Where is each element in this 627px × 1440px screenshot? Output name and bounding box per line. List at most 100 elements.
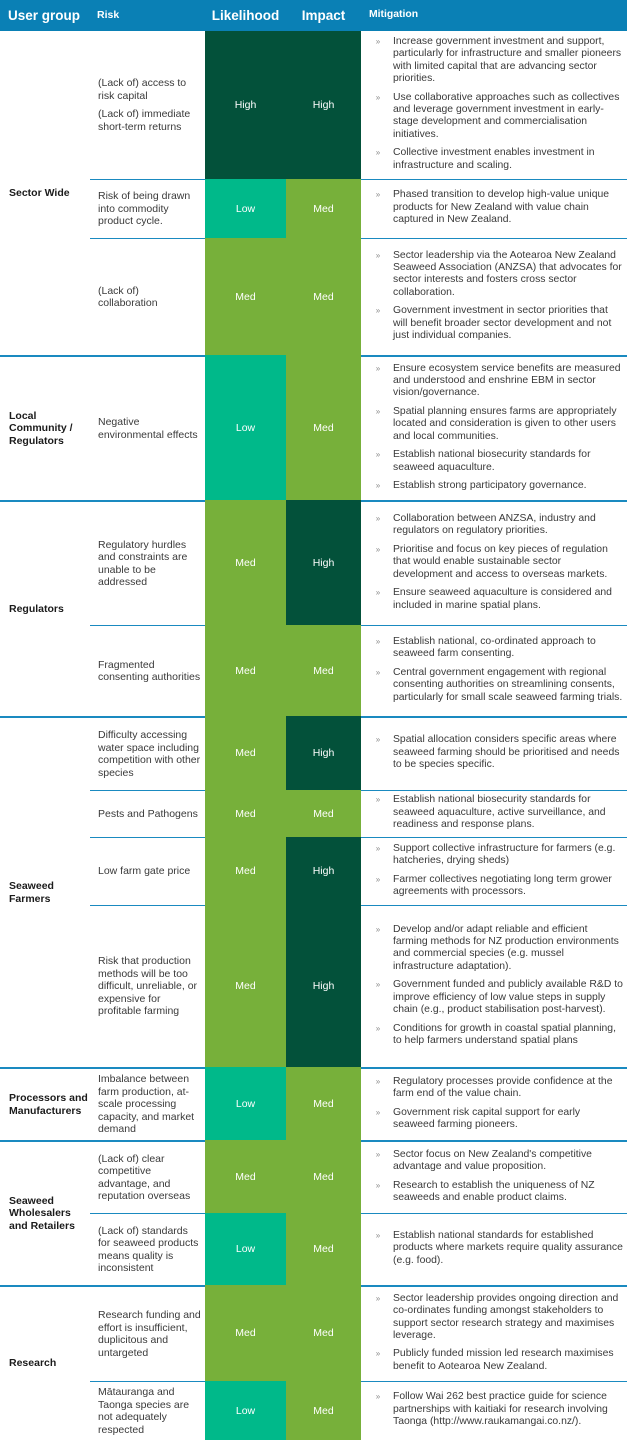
bullet-chevron-icon: » (375, 450, 381, 460)
bullet-chevron-icon: » (375, 1149, 381, 1159)
impact-cell: High (286, 31, 361, 179)
risk-text: Research funding and effort is insuffici… (98, 1309, 201, 1359)
table-row: Risk that production methods will be too… (90, 905, 627, 1067)
risk-cell: Research funding and effort is insuffici… (90, 1285, 205, 1381)
user-group-section: Seaweed Wholesalers and Retailers (Lack o… (0, 1140, 627, 1285)
impact-cell: Med (286, 790, 361, 837)
mitigation-text: Regulatory processes provide confidence … (393, 1075, 613, 1100)
table-row: (Lack of) standards for seaweed products… (90, 1213, 627, 1285)
risk-cell: Risk of being drawn into commodity produ… (90, 179, 205, 238)
mitigation-item: » Sector leadership provides ongoing dire… (361, 1293, 623, 1343)
mitigation-text: Government risk capital support for earl… (393, 1106, 581, 1130)
mitigation-text: Conditions for growth in coastal spatial… (393, 1022, 616, 1046)
mitigation-cell: » Regulatory processes provide confidence… (361, 1067, 627, 1140)
likelihood-cell: Low (205, 1381, 286, 1440)
bullet-chevron-icon: » (375, 92, 381, 102)
bullet-chevron-icon: » (375, 1023, 381, 1033)
likelihood-cell: Med (205, 905, 286, 1067)
mitigation-text: Follow Wai 262 best practice guide for s… (393, 1391, 608, 1428)
mitigation-cell: » Establish national, co-ordinated approa… (361, 625, 627, 716)
risk-table-body: Sector Wide (Lack of) access to risk capi… (0, 31, 627, 1440)
risk-cell: Regulatory hurdles and constraints are u… (90, 500, 205, 625)
impact-cell: Med (286, 1067, 361, 1140)
mitigation-text: Sector focus on New Zealand's competitiv… (393, 1148, 592, 1173)
bullet-chevron-icon: » (375, 480, 381, 490)
bullet-chevron-icon: » (375, 980, 381, 990)
risk-cell: (Lack of) clear competitive advantage, a… (90, 1140, 205, 1213)
user-group-section: Seaweed Farmers Difficulty accessing wate… (0, 716, 627, 1067)
user-group-section: Local Community / Regulators Negative env… (0, 355, 627, 500)
risk-cell: Negative environmental effects (90, 355, 205, 500)
mitigation-cell: » Sector leadership via the Aotearoa New … (361, 238, 627, 355)
table-row: Pests and Pathogens Med Med » Establish nati… (90, 790, 627, 837)
likelihood-cell: Low (205, 355, 286, 500)
user-group-label: Seaweed Wholesalers and Retailers (0, 1140, 90, 1285)
mitigation-item: » Increase government investment and supp… (361, 36, 623, 86)
bullet-chevron-icon: » (375, 1076, 381, 1086)
mitigation-item: » Spatial allocation considers specific a… (361, 734, 623, 771)
mitigation-cell: » Increase government investment and supp… (361, 31, 627, 179)
mitigation-item: » Government investment in sector priorit… (361, 305, 623, 342)
table-header: User group Risk Likelihood Impact Mitiga… (0, 0, 627, 31)
likelihood-cell: Med (205, 1140, 286, 1213)
header-likelihood: Likelihood (211, 8, 280, 23)
likelihood-cell: Med (205, 1285, 286, 1381)
risk-cell: Risk that production methods will be too… (90, 905, 205, 1067)
likelihood-cell: Low (205, 179, 286, 238)
impact-cell: Med (286, 1140, 361, 1213)
bullet-chevron-icon: » (375, 1293, 381, 1303)
bullet-chevron-icon: » (375, 514, 381, 524)
user-group-label: Regulators (0, 500, 90, 716)
mitigation-text: Government investment in sector prioriti… (393, 305, 612, 342)
mitigation-cell: » Establish national biosecurity standard… (361, 790, 627, 837)
mitigation-cell: » Phased transition to develop high-value… (361, 179, 627, 238)
mitigation-text: Collective investment enables investment… (393, 147, 595, 171)
likelihood-cell: Med (205, 790, 286, 837)
mitigation-text: Ensure seaweed aquaculture is considered… (393, 587, 612, 611)
mitigation-item: » Establish national standards for establ… (361, 1230, 623, 1267)
mitigation-text: Sector leadership provides ongoing direc… (393, 1292, 619, 1341)
risk-text: (Lack of) immediate short-term returns (98, 108, 191, 133)
mitigation-cell: » Sector leadership provides ongoing dire… (361, 1285, 627, 1381)
risk-text: (Lack of) access to risk capital (98, 77, 187, 102)
impact-cell: Med (286, 1285, 361, 1381)
table-row: (Lack of) collaboration Med Med » Sector lea… (90, 238, 627, 355)
header-mitigation: Mitigation (369, 9, 419, 21)
mitigation-text: Sector leadership via the Aotearoa New Z… (393, 249, 622, 298)
mitigation-item: » Phased transition to develop high-value… (361, 189, 623, 226)
likelihood-cell: Med (205, 238, 286, 355)
mitigation-text: Collaboration between ANZSA, industry an… (393, 513, 596, 537)
mitigation-item: » Develop and/or adapt reliable and effic… (361, 924, 623, 974)
mitigation-text: Establish national biosecurity standards… (393, 794, 606, 831)
risk-cell: Low farm gate price (90, 837, 205, 905)
likelihood-cell: Low (205, 1213, 286, 1285)
mitigation-item: » Sector focus on New Zealand's competiti… (361, 1149, 623, 1174)
mitigation-item: » Central government engagement with regi… (361, 667, 623, 704)
user-group-section: Regulators Regulatory hurdles and constra… (0, 500, 627, 716)
risk-text: Risk that production methods will be too… (98, 955, 198, 1018)
likelihood-cell: Med (205, 625, 286, 716)
bullet-chevron-icon: » (375, 1180, 381, 1190)
mitigation-item: » Government funded and publicly availabl… (361, 979, 623, 1016)
mitigation-item: » Follow Wai 262 best practice guide for … (361, 1391, 623, 1428)
mitigation-item: » Collective investment enables investmen… (361, 147, 623, 172)
bullet-chevron-icon: » (375, 306, 381, 316)
table-row: Regulatory hurdles and constraints are u… (90, 500, 627, 625)
mitigation-text: Support collective infrastructure for fa… (393, 842, 616, 867)
header-risk: Risk (97, 9, 120, 22)
risk-text: Regulatory hurdles and constraints are u… (98, 538, 188, 589)
impact-cell: Med (286, 1381, 361, 1440)
user-group-label: Sector Wide (9, 186, 70, 199)
mitigation-cell: » Sector focus on New Zealand's competiti… (361, 1140, 627, 1213)
table-row: Fragmented consenting authorities Med Med»… (90, 625, 627, 716)
risk-text: Imbalance between farm production, at-sc… (98, 1073, 195, 1136)
table-row: Imbalance between farm production, at-sc… (90, 1067, 627, 1140)
bullet-chevron-icon: » (375, 1392, 381, 1402)
mitigation-item: » Research to establish the uniqueness of… (361, 1180, 623, 1205)
risk-text: (Lack of) collaboration (98, 284, 158, 310)
impact-cell: High (286, 716, 361, 790)
risk-text: Difficulty accessing water space includi… (98, 729, 201, 779)
mitigation-text: Farmer collectives negotiating long term… (393, 873, 612, 897)
mitigation-text: Spatial allocation considers specific ar… (393, 734, 620, 771)
mitigation-text: Establish strong participatory governanc… (393, 479, 587, 491)
